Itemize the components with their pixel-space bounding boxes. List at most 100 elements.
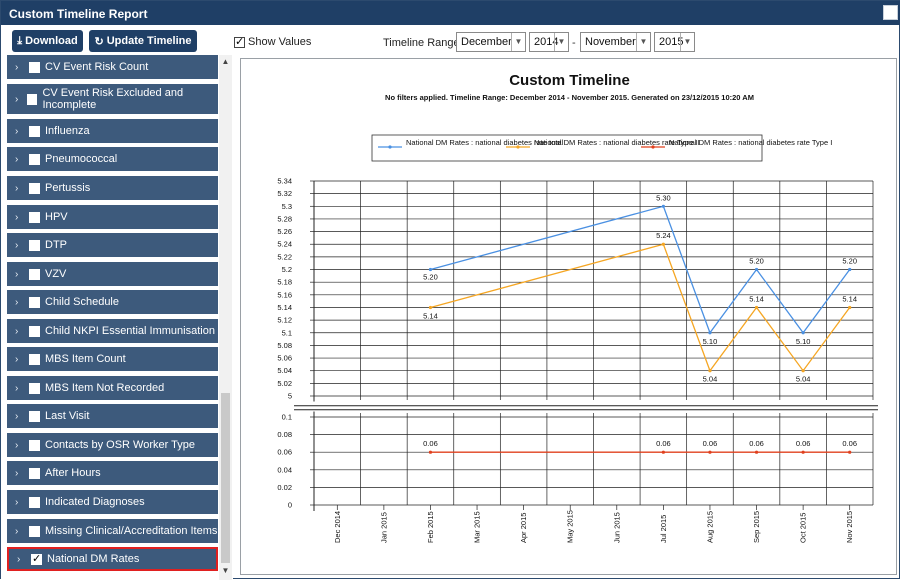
scroll-up-icon[interactable]: ▲ bbox=[221, 57, 230, 66]
sidebar-item-checkbox[interactable] bbox=[29, 325, 40, 337]
sidebar-item[interactable]: › Child Schedule bbox=[7, 290, 218, 314]
to-year-value: 2015 bbox=[659, 36, 684, 48]
update-timeline-button[interactable]: ↻ Update Timeline bbox=[89, 30, 197, 52]
data-point bbox=[708, 331, 712, 335]
chevron-right-icon[interactable]: › bbox=[15, 353, 19, 365]
x-tick-label: Jun 2015 bbox=[612, 512, 621, 543]
x-tick-label: Nov 2015 bbox=[845, 511, 854, 543]
sidebar-item[interactable]: › Pneumococcal bbox=[7, 147, 218, 171]
sidebar-item-checkbox[interactable] bbox=[31, 552, 42, 565]
sidebar-item-checkbox[interactable] bbox=[27, 93, 38, 105]
sidebar-item[interactable]: › Indicated Diagnoses bbox=[7, 490, 218, 514]
sidebar-scrollbar[interactable]: ▲ ▼ bbox=[219, 55, 232, 580]
chevron-right-icon[interactable]: › bbox=[15, 125, 19, 137]
sidebar-item[interactable]: › CV Event Risk Excluded and Incomplete bbox=[7, 84, 218, 114]
scroll-thumb[interactable] bbox=[221, 393, 230, 563]
sidebar-item-label: Missing Clinical/Accreditation Items bbox=[45, 525, 218, 537]
sidebar-item[interactable]: › After Hours bbox=[7, 461, 218, 485]
chevron-right-icon[interactable]: › bbox=[15, 410, 19, 422]
y-tick-label: 5.32 bbox=[277, 189, 292, 198]
sidebar-item[interactable]: › HPV bbox=[7, 205, 218, 229]
sidebar-item-checkbox[interactable] bbox=[29, 467, 40, 479]
chevron-right-icon[interactable]: › bbox=[15, 61, 19, 73]
chevron-right-icon[interactable]: › bbox=[15, 496, 19, 508]
sidebar-item-checkbox[interactable] bbox=[29, 153, 40, 165]
title-bar: Custom Timeline Report bbox=[1, 1, 900, 25]
sidebar-item-checkbox[interactable] bbox=[29, 268, 40, 280]
update-timeline-label: Update Timeline bbox=[106, 35, 192, 47]
from-month-select[interactable]: December ▼ bbox=[456, 32, 526, 52]
sidebar-item-checkbox[interactable] bbox=[29, 125, 40, 137]
sidebar-item-label: Pertussis bbox=[45, 182, 91, 194]
sidebar-item-checkbox[interactable] bbox=[29, 239, 40, 251]
sidebar-item[interactable]: › National DM Rates bbox=[7, 547, 218, 571]
sidebar-item[interactable]: › Contacts by OSR Worker Type bbox=[7, 433, 218, 457]
y-tick-label: 5.18 bbox=[277, 278, 292, 287]
sidebar-item-label: Child Schedule bbox=[45, 296, 119, 308]
y-tick-label: 5.28 bbox=[277, 214, 292, 223]
sidebar-item[interactable]: › MBS Item Not Recorded bbox=[7, 376, 218, 400]
y-tick-label: 5.14 bbox=[277, 303, 292, 312]
from-year-select[interactable]: 2014 ▼ bbox=[529, 32, 569, 52]
chevron-right-icon[interactable]: › bbox=[15, 296, 19, 308]
sidebar-item[interactable]: › Last Visit bbox=[7, 404, 218, 428]
data-label: 0.06 bbox=[656, 439, 671, 448]
series-line bbox=[430, 205, 851, 335]
sidebar-item[interactable]: › Child NKPI Essential Immunisation bbox=[7, 319, 218, 343]
to-year-select[interactable]: 2015 ▼ bbox=[654, 32, 695, 52]
chevron-right-icon[interactable]: › bbox=[15, 211, 19, 223]
data-label: 5.04 bbox=[703, 375, 718, 384]
legend-entry: National DM Rates : national diabetes ra… bbox=[669, 138, 832, 147]
y-tick-label: 0.06 bbox=[277, 448, 292, 457]
chevron-right-icon[interactable]: › bbox=[15, 325, 19, 337]
sidebar-item-checkbox[interactable] bbox=[29, 211, 40, 223]
y-tick-label: 5.12 bbox=[277, 316, 292, 325]
chevron-right-icon[interactable]: › bbox=[15, 239, 19, 251]
chevron-right-icon[interactable]: › bbox=[15, 182, 19, 194]
series-line bbox=[430, 243, 851, 373]
sidebar-item[interactable]: › MBS Item Count bbox=[7, 347, 218, 371]
chevron-right-icon[interactable]: › bbox=[15, 153, 19, 165]
range-separator: - bbox=[572, 37, 576, 49]
x-tick-label: Feb 2015 bbox=[426, 511, 435, 543]
y-tick-label: 5.02 bbox=[277, 379, 292, 388]
axis-break-band bbox=[294, 401, 879, 412]
download-button[interactable]: ⤓ Download bbox=[12, 30, 83, 52]
show-values-toggle[interactable]: Show Values bbox=[234, 35, 311, 48]
sidebar-item-checkbox[interactable] bbox=[29, 525, 40, 537]
sidebar-item[interactable]: › VZV bbox=[7, 262, 218, 286]
data-point bbox=[848, 450, 852, 454]
chevron-right-icon[interactable]: › bbox=[17, 553, 21, 565]
data-label: 0.06 bbox=[749, 439, 764, 448]
y-tick-label: 0.08 bbox=[277, 430, 292, 439]
sidebar-item-checkbox[interactable] bbox=[29, 353, 40, 365]
data-point bbox=[801, 331, 805, 335]
window-close-button[interactable] bbox=[883, 5, 898, 20]
sidebar-item-checkbox[interactable] bbox=[29, 61, 40, 73]
x-tick-label: May 2015 bbox=[566, 510, 575, 543]
sidebar-item[interactable]: › Missing Clinical/Accreditation Items bbox=[7, 519, 218, 543]
sidebar-item-checkbox[interactable] bbox=[29, 496, 40, 508]
scroll-down-icon[interactable]: ▼ bbox=[221, 566, 230, 575]
sidebar-item-checkbox[interactable] bbox=[29, 439, 40, 451]
sidebar-item[interactable]: › Pertussis bbox=[7, 176, 218, 200]
sidebar-item-checkbox[interactable] bbox=[29, 182, 40, 194]
chevron-right-icon[interactable]: › bbox=[15, 382, 19, 394]
x-tick-label: Oct 2015 bbox=[799, 513, 808, 543]
sidebar-item[interactable]: › CV Event Risk Count bbox=[7, 55, 218, 79]
chevron-right-icon[interactable]: › bbox=[15, 525, 19, 537]
sidebar-item[interactable]: › Influenza bbox=[7, 119, 218, 143]
chevron-right-icon[interactable]: › bbox=[15, 439, 19, 451]
to-month-select[interactable]: November ▼ bbox=[580, 32, 651, 52]
chevron-right-icon[interactable]: › bbox=[15, 268, 19, 280]
chevron-right-icon[interactable]: › bbox=[15, 467, 19, 479]
sidebar-item-checkbox[interactable] bbox=[29, 296, 40, 308]
sidebar-item-checkbox[interactable] bbox=[29, 410, 40, 422]
data-point bbox=[708, 450, 712, 454]
y-tick-label: 0.04 bbox=[277, 465, 292, 474]
sidebar-item-checkbox[interactable] bbox=[29, 382, 40, 394]
legend-entry: National DM Rates : national diabetes ra… bbox=[534, 138, 699, 147]
show-values-checkbox[interactable] bbox=[234, 35, 245, 48]
sidebar-item[interactable]: › DTP bbox=[7, 233, 218, 257]
chevron-right-icon[interactable]: › bbox=[15, 93, 19, 105]
